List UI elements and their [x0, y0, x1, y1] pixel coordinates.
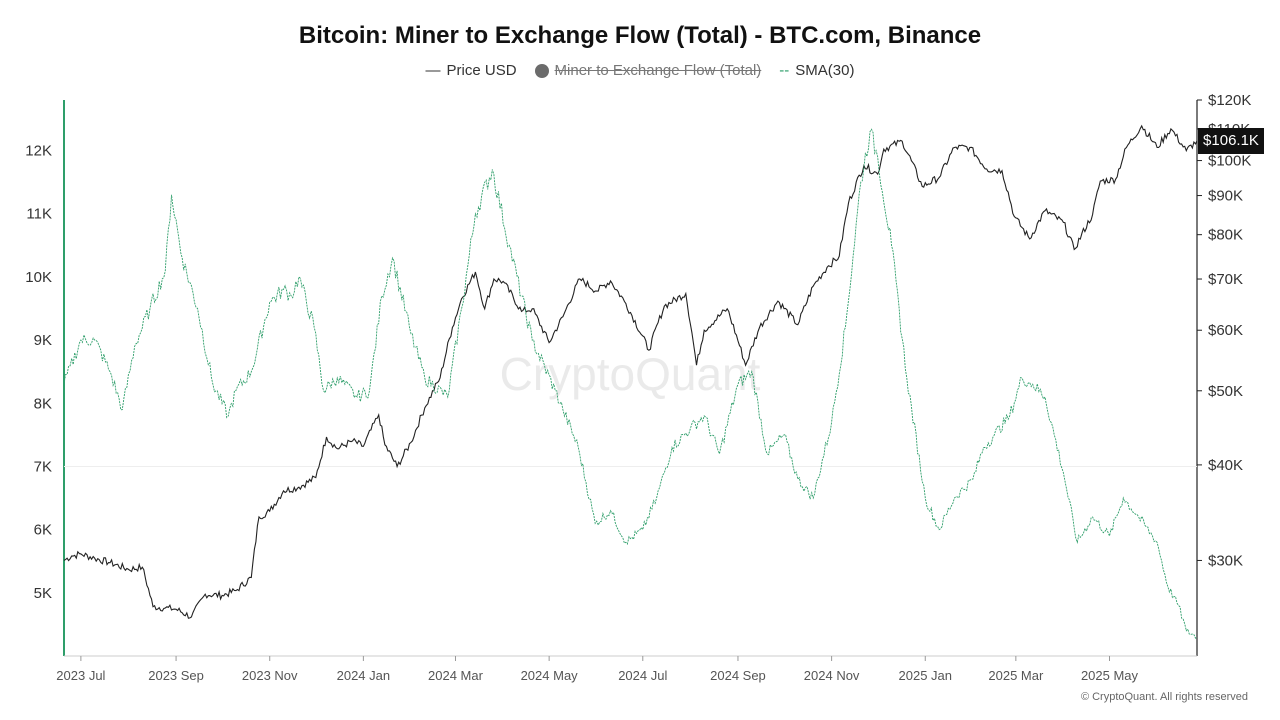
legend-label-sma: SMA(30) — [795, 62, 855, 79]
y-left-tick-label: 6K — [34, 522, 52, 539]
y-right-tick-label: $60K — [1208, 322, 1243, 339]
y-right-tick-label: $120K — [1208, 92, 1251, 109]
legend-line-icon: — — [425, 62, 441, 79]
y-left-tick-label: 8K — [34, 395, 52, 412]
copyright-footer: © CryptoQuant. All rights reserved — [1080, 691, 1248, 703]
legend-item-price[interactable]: — Price USD — [426, 62, 517, 79]
x-tick-label: 2024 Sep — [710, 668, 766, 683]
x-tick-label: 2024 Jul — [618, 668, 667, 683]
y-right-tick-label: $100K — [1208, 153, 1251, 170]
last-price-label: $106.1K — [1198, 128, 1264, 154]
legend-dash-icon: -- — [779, 62, 790, 79]
y-left-tick-label: 11K — [26, 206, 52, 223]
legend-item-sma[interactable]: -- SMA(30) — [779, 62, 854, 79]
x-tick-label: 2023 Nov — [242, 668, 298, 683]
chart-title: Bitcoin: Miner to Exchange Flow (Total) … — [298, 22, 982, 49]
y-left-tick-label: 10K — [25, 269, 52, 286]
x-tick-label: 2025 Mar — [988, 668, 1044, 683]
y-left-tick-label: 5K — [34, 585, 52, 602]
x-tick-label: 2024 Jan — [337, 668, 391, 683]
legend-dot-icon — [534, 63, 549, 78]
x-tick-label: 2024 May — [521, 668, 579, 683]
x-tick-label: 2025 May — [1081, 668, 1139, 683]
y-left-tick-label: 7K — [34, 458, 52, 475]
series-line-sma30 — [63, 128, 1198, 639]
y-right-tick-label: $70K — [1208, 271, 1243, 288]
x-tick-label: 2024 Mar — [428, 668, 484, 683]
chart-legend: — Price USD Miner to Exchange Flow (Tota… — [0, 62, 1280, 79]
x-tick-label: 2025 Jan — [899, 668, 953, 683]
legend-item-miner-flow[interactable]: Miner to Exchange Flow (Total) — [534, 62, 762, 79]
x-tick-label: 2023 Sep — [148, 668, 204, 683]
y-left-tick-label: 12K — [25, 143, 52, 160]
y-right-tick-label: $30K — [1208, 552, 1243, 569]
y-left-tick-label: 9K — [34, 332, 52, 349]
legend-label-miner-flow: Miner to Exchange Flow (Total) — [554, 62, 762, 79]
y-right-tick-label: $50K — [1208, 383, 1243, 400]
y-right-tick-label: $90K — [1208, 188, 1243, 205]
x-tick-label: 2023 Jul — [56, 668, 105, 683]
watermark-text: CryptoQuant — [500, 348, 761, 400]
legend-label-price: Price USD — [446, 62, 517, 79]
y-right-tick-label: $80K — [1208, 227, 1243, 244]
series-line-price-usd — [63, 124, 1198, 619]
y-right-tick-label: $40K — [1208, 457, 1243, 474]
x-tick-label: 2024 Nov — [804, 668, 860, 683]
